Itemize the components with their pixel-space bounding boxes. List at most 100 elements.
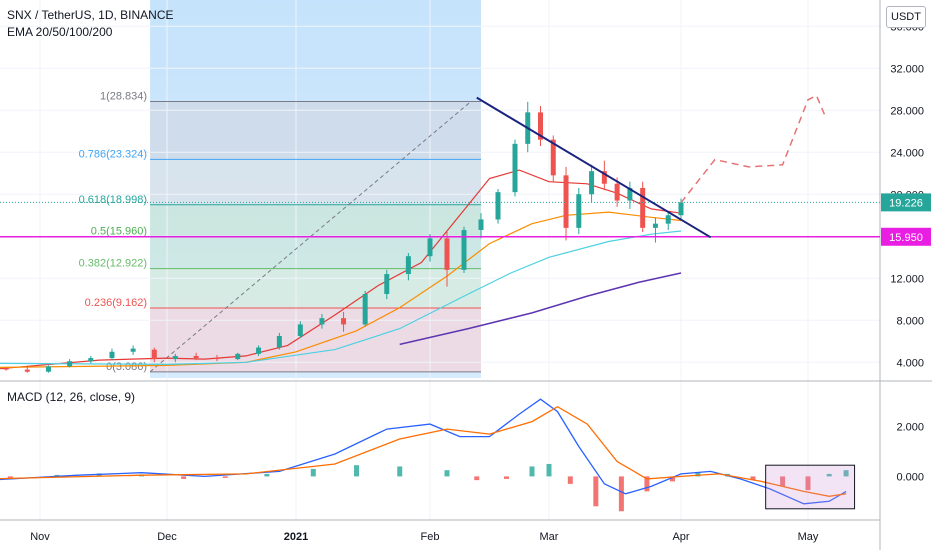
candle-body <box>24 369 30 372</box>
time-tick-label: Feb <box>421 531 440 543</box>
price-tick-label: 8.000 <box>896 315 924 327</box>
fib-level-label: 0(3.086) <box>106 361 147 373</box>
macd-histogram-bar <box>546 463 552 477</box>
signal-line <box>0 405 847 497</box>
macd-histogram-bar <box>805 476 811 491</box>
macd-histogram-bar <box>397 466 403 477</box>
candle-body <box>550 139 556 176</box>
macd-histogram-bar <box>310 468 316 477</box>
time-tick-label: Nov <box>30 531 50 543</box>
time-tick-label: Apr <box>672 531 689 543</box>
price-tick-label: 32.000 <box>890 63 924 75</box>
candle-body <box>538 112 543 140</box>
macd-histogram-bar <box>7 476 13 479</box>
candle-body <box>45 366 51 372</box>
macd-histogram-bar <box>669 476 675 482</box>
macd-histogram-bar <box>567 476 573 484</box>
fib-band <box>150 308 482 372</box>
candle-body <box>405 256 411 275</box>
candle-body <box>172 355 178 360</box>
candle-body <box>151 349 157 360</box>
macd-histogram-bar <box>618 476 624 512</box>
ema-legend: EMA 20/50/100/200 <box>7 25 113 39</box>
price-tick-label: 28.000 <box>890 105 924 117</box>
candle-body <box>193 355 199 359</box>
time-tick-label: Mar <box>540 531 559 543</box>
candle-body <box>130 348 136 352</box>
currency-button[interactable]: USDT <box>886 6 926 28</box>
candle-body <box>495 192 501 220</box>
fib-level-label: 1(28.834) <box>100 90 147 102</box>
fib-level-label: 0.382(12.922) <box>79 258 148 270</box>
fib-band <box>150 159 482 205</box>
fib-level-label: 0.786(23.324) <box>79 148 148 160</box>
candle-body <box>235 353 241 360</box>
candle-body <box>341 318 347 325</box>
macd-histogram-bar <box>504 476 509 479</box>
candle-body <box>478 219 484 230</box>
candle-body <box>601 171 607 184</box>
macd-histogram-bar <box>181 476 187 479</box>
macd-crossover-highlight <box>765 464 856 510</box>
macd-histogram-bar <box>264 473 270 477</box>
candle-body <box>319 318 325 325</box>
time-tick-label: 2021 <box>284 531 308 543</box>
macd-histogram-bar <box>444 470 450 477</box>
candle-body <box>589 171 595 195</box>
macd-histogram-bar <box>354 465 360 477</box>
candle-body <box>297 324 303 336</box>
macd-histogram-bar <box>843 470 849 477</box>
fib-level-label: 0.618(18.998) <box>79 194 148 206</box>
macd-histogram-bar <box>474 476 480 481</box>
projection-path <box>680 94 826 204</box>
candle-body <box>214 358 220 360</box>
candle-body <box>427 238 433 257</box>
candle-body <box>652 223 658 228</box>
candle-body <box>3 368 9 370</box>
support-value: 15.950 <box>889 232 923 244</box>
candle-body <box>67 361 73 367</box>
candle-body <box>109 351 115 359</box>
candle-body <box>640 187 646 228</box>
candle-body <box>563 175 569 228</box>
fib-band <box>150 236 482 269</box>
candle-body <box>256 347 262 354</box>
candle-body <box>576 194 582 228</box>
ema200-line <box>399 272 682 346</box>
fib-level-label: 0.236(9.162) <box>85 297 147 309</box>
fib-band <box>150 268 482 309</box>
descending-trendline <box>476 96 712 239</box>
fib-band <box>150 204 482 237</box>
macd-histogram-bar <box>644 476 650 492</box>
macd-tick-label: 0.000 <box>896 471 924 483</box>
macd-histogram-bar <box>222 476 228 478</box>
candle-body <box>384 274 390 294</box>
macd-histogram-bar <box>826 473 832 477</box>
last-price-value: 19.226 <box>889 197 923 209</box>
candle-body <box>444 238 450 270</box>
symbol-legend: SNX / TetherUS, 1D, BINANCE <box>7 8 174 22</box>
macd-histogram-bar <box>54 474 60 477</box>
macd-tick-label: 2.000 <box>896 422 924 434</box>
candle-body <box>461 229 467 270</box>
candle-body <box>614 183 620 201</box>
candle-body <box>627 187 633 201</box>
candle-body <box>678 202 684 216</box>
fib-level-label: 0.5(15.960) <box>91 226 147 238</box>
price-tick-label: 24.000 <box>890 147 924 159</box>
last-price-tag <box>881 193 931 212</box>
macd-histogram-bar <box>750 476 756 481</box>
macd-legend: MACD (12, 26, close, 9) <box>7 390 136 404</box>
candle-body <box>276 336 282 348</box>
macd-histogram-bar <box>780 476 786 487</box>
price-tick-label: 12.000 <box>890 273 924 285</box>
price-tick-label: 4.000 <box>896 357 924 369</box>
macd-histogram-bar <box>695 472 701 477</box>
ema100-line <box>0 230 682 366</box>
time-tick-label: Dec <box>157 531 177 543</box>
time-tick-label: May <box>798 531 819 543</box>
support-tag <box>881 227 931 246</box>
candle-body <box>512 143 518 193</box>
